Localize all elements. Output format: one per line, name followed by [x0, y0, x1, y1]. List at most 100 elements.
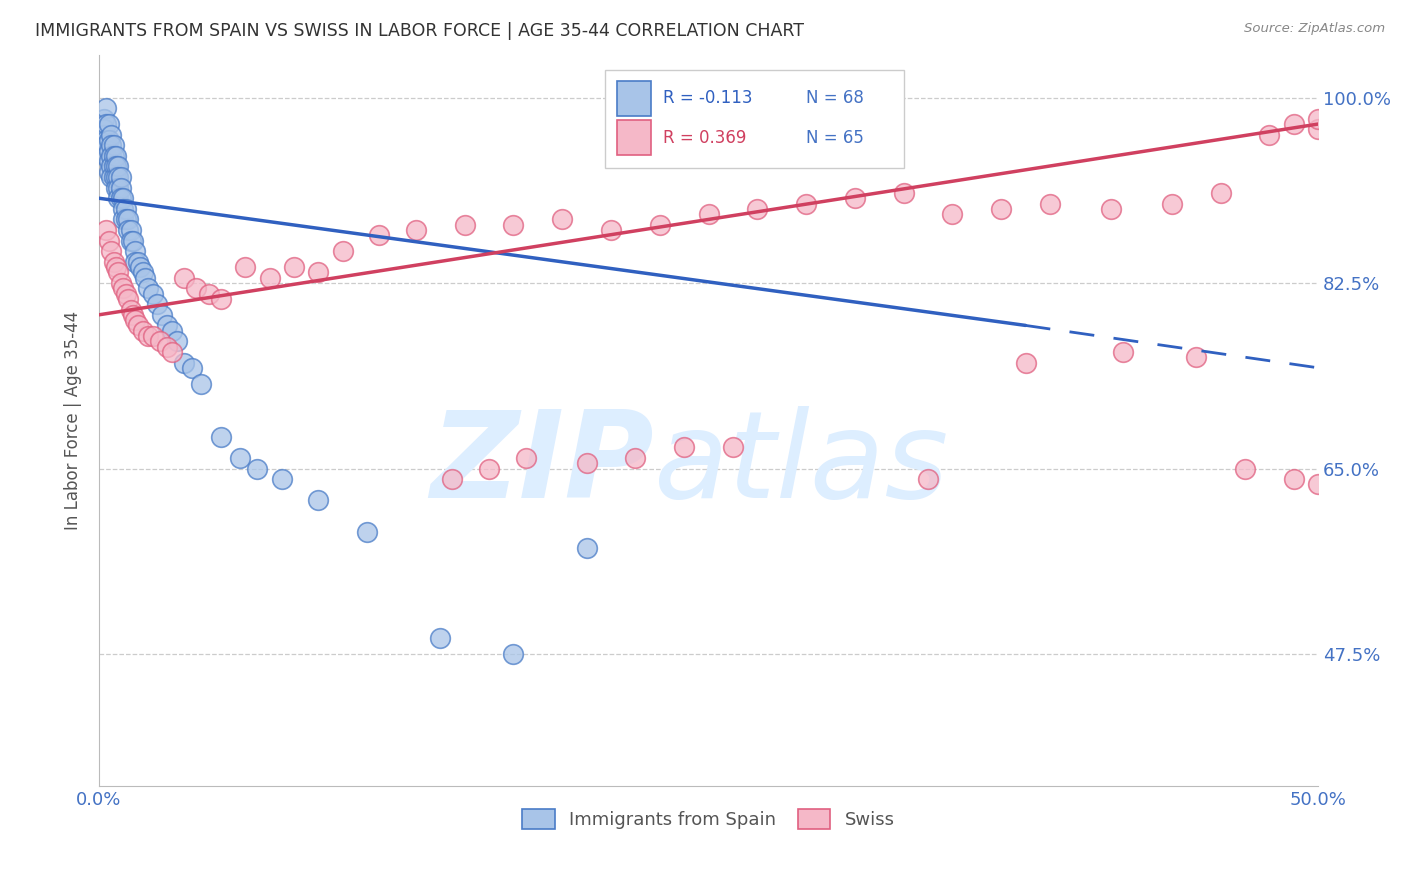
Point	[100, 138, 122, 153]
Point	[93, 128, 115, 142]
Text: R = -0.113: R = -0.113	[664, 89, 752, 107]
Point	[97, 234, 120, 248]
Point	[575, 541, 598, 555]
Point	[96, 223, 118, 237]
Point	[173, 270, 195, 285]
Point	[917, 472, 939, 486]
Point	[332, 244, 354, 259]
Point	[114, 212, 136, 227]
Point	[93, 112, 115, 126]
Point	[1160, 196, 1182, 211]
Point	[97, 133, 120, 147]
Point	[441, 472, 464, 486]
Point	[697, 207, 720, 221]
Point	[100, 128, 122, 142]
Point	[114, 286, 136, 301]
Point	[673, 440, 696, 454]
Point	[1258, 128, 1281, 142]
Point	[197, 286, 219, 301]
Point	[120, 223, 142, 237]
Point	[209, 430, 232, 444]
Point	[120, 302, 142, 317]
Point	[103, 160, 125, 174]
Point	[96, 101, 118, 115]
Point	[156, 340, 179, 354]
Point	[124, 244, 146, 259]
Point	[502, 647, 524, 661]
Point	[107, 180, 129, 194]
Point	[112, 281, 135, 295]
Point	[112, 202, 135, 216]
Point	[648, 218, 671, 232]
Point	[429, 631, 451, 645]
Point	[122, 234, 145, 248]
Point	[1099, 202, 1122, 216]
Point	[107, 191, 129, 205]
Point	[96, 149, 118, 163]
Point	[551, 212, 574, 227]
Point	[112, 191, 135, 205]
Point	[233, 260, 256, 274]
Point	[117, 212, 139, 227]
Point	[229, 450, 252, 465]
Point	[1233, 461, 1256, 475]
Point	[141, 286, 163, 301]
Point	[941, 207, 963, 221]
FancyBboxPatch shape	[605, 70, 904, 169]
Point	[1282, 117, 1305, 131]
Point	[93, 122, 115, 136]
Point	[100, 160, 122, 174]
Point	[114, 202, 136, 216]
Legend: Immigrants from Spain, Swiss: Immigrants from Spain, Swiss	[515, 802, 903, 836]
Text: ZIP: ZIP	[430, 406, 654, 524]
Point	[124, 313, 146, 327]
Point	[132, 324, 155, 338]
Point	[103, 169, 125, 184]
Point	[122, 308, 145, 322]
Point	[110, 169, 132, 184]
Point	[136, 281, 159, 295]
Point	[129, 260, 152, 274]
Point	[270, 472, 292, 486]
Point	[124, 255, 146, 269]
Point	[117, 223, 139, 237]
Point	[97, 165, 120, 179]
Point	[478, 461, 501, 475]
Point	[600, 223, 623, 237]
Point	[104, 169, 127, 184]
Text: N = 68: N = 68	[806, 89, 863, 107]
Point	[356, 525, 378, 540]
Text: IMMIGRANTS FROM SPAIN VS SWISS IN LABOR FORCE | AGE 35-44 CORRELATION CHART: IMMIGRANTS FROM SPAIN VS SWISS IN LABOR …	[35, 22, 804, 40]
Point	[110, 276, 132, 290]
Point	[110, 180, 132, 194]
Point	[283, 260, 305, 274]
Point	[96, 138, 118, 153]
Point	[1039, 196, 1062, 211]
Point	[160, 324, 183, 338]
Point	[747, 202, 769, 216]
Point	[1112, 345, 1135, 359]
Point	[97, 117, 120, 131]
Point	[1282, 472, 1305, 486]
Point	[173, 355, 195, 369]
Point	[110, 191, 132, 205]
Point	[127, 255, 149, 269]
Point	[100, 244, 122, 259]
Point	[368, 228, 391, 243]
Point	[107, 169, 129, 184]
Point	[721, 440, 744, 454]
Point	[104, 160, 127, 174]
Point	[1308, 122, 1330, 136]
Point	[103, 138, 125, 153]
Point	[104, 180, 127, 194]
Point	[96, 117, 118, 131]
Point	[112, 212, 135, 227]
Point	[575, 456, 598, 470]
Point	[120, 234, 142, 248]
Text: N = 65: N = 65	[806, 128, 863, 147]
Point	[103, 149, 125, 163]
Point	[307, 493, 329, 508]
Point	[160, 345, 183, 359]
Point	[1014, 355, 1036, 369]
Point	[1308, 477, 1330, 491]
